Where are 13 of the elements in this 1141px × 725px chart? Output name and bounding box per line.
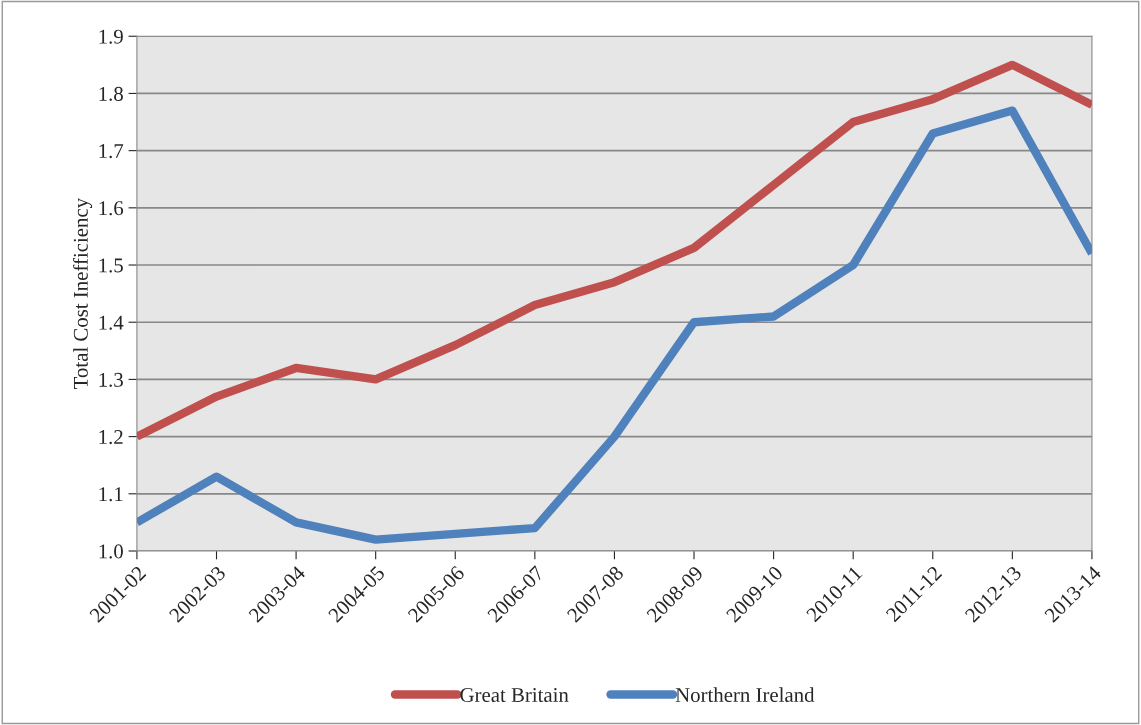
y-tick-label: 1.5 — [99, 258, 123, 273]
y-tick-label: 1.6 — [99, 201, 124, 216]
y-tick-label: 1.3 — [99, 372, 123, 387]
y-tick-label: 1.4 — [99, 315, 124, 330]
y-tick-label: 1.1 — [99, 487, 123, 502]
y-axis-title: Total Cost Inefficiency — [72, 198, 93, 389]
legend-label: Great Britain — [460, 688, 569, 703]
y-tick-label: 1.0 — [99, 544, 123, 559]
y-tick-label: 1.2 — [99, 430, 123, 445]
legend-label: Northern Ireland — [675, 687, 815, 703]
y-tick-label: 1.8 — [99, 86, 123, 101]
y-tick-label: 1.9 — [99, 29, 123, 44]
y-tick-label: 1.7 — [99, 144, 124, 159]
